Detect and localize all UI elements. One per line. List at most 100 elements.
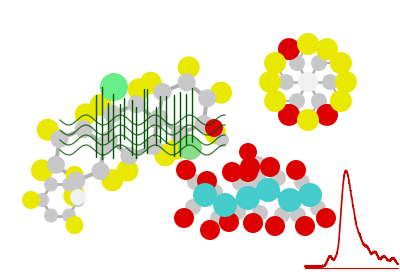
Circle shape [144, 137, 162, 155]
Circle shape [213, 193, 237, 217]
Circle shape [37, 119, 59, 141]
Circle shape [185, 199, 201, 215]
Circle shape [278, 74, 294, 90]
Circle shape [210, 210, 226, 226]
Circle shape [47, 156, 65, 174]
Circle shape [187, 174, 203, 190]
Circle shape [278, 104, 300, 126]
Circle shape [166, 138, 188, 160]
Circle shape [44, 177, 58, 191]
Circle shape [67, 172, 85, 190]
Circle shape [222, 162, 242, 182]
Circle shape [150, 109, 168, 127]
Circle shape [120, 147, 138, 165]
Circle shape [278, 188, 302, 212]
Circle shape [270, 170, 286, 186]
Circle shape [116, 160, 138, 182]
Circle shape [194, 115, 212, 133]
Circle shape [243, 213, 263, 233]
Circle shape [198, 89, 216, 107]
Circle shape [101, 169, 123, 191]
Circle shape [278, 38, 300, 60]
Circle shape [170, 125, 188, 143]
Circle shape [330, 90, 352, 112]
Circle shape [232, 175, 248, 191]
Circle shape [256, 178, 280, 202]
Circle shape [50, 130, 68, 148]
Circle shape [31, 159, 53, 181]
Circle shape [311, 55, 327, 71]
Circle shape [264, 90, 286, 112]
Circle shape [176, 160, 196, 180]
Circle shape [210, 82, 232, 104]
Circle shape [330, 52, 352, 74]
Circle shape [154, 144, 176, 166]
Circle shape [140, 72, 162, 94]
Circle shape [250, 170, 266, 186]
Circle shape [178, 136, 202, 160]
Circle shape [238, 162, 258, 182]
Circle shape [174, 208, 194, 228]
Circle shape [71, 193, 85, 207]
Circle shape [310, 200, 326, 216]
Circle shape [90, 94, 112, 116]
Circle shape [289, 93, 305, 109]
Circle shape [236, 186, 260, 210]
Circle shape [66, 216, 84, 234]
Circle shape [247, 175, 263, 191]
Circle shape [316, 38, 338, 60]
Circle shape [44, 209, 58, 223]
Circle shape [322, 74, 338, 90]
Circle shape [75, 120, 93, 138]
Circle shape [240, 157, 260, 177]
Circle shape [204, 122, 226, 144]
Circle shape [297, 33, 319, 55]
Circle shape [154, 83, 172, 101]
Circle shape [290, 207, 306, 223]
Circle shape [286, 160, 306, 180]
Circle shape [297, 109, 319, 131]
Circle shape [95, 136, 113, 154]
Circle shape [128, 95, 146, 113]
Circle shape [215, 133, 229, 147]
Circle shape [316, 104, 338, 126]
Circle shape [219, 212, 239, 232]
Circle shape [70, 189, 86, 205]
Circle shape [260, 157, 280, 177]
Circle shape [264, 52, 286, 74]
Circle shape [335, 71, 357, 93]
Circle shape [311, 93, 327, 109]
Circle shape [239, 143, 257, 161]
Circle shape [193, 183, 217, 207]
Circle shape [22, 191, 40, 209]
Circle shape [251, 156, 265, 170]
Circle shape [104, 105, 122, 123]
Circle shape [62, 177, 76, 191]
Circle shape [207, 184, 223, 200]
Circle shape [63, 184, 85, 207]
Circle shape [289, 55, 305, 71]
Circle shape [197, 171, 217, 191]
Circle shape [274, 207, 290, 223]
Circle shape [92, 162, 110, 180]
Circle shape [316, 208, 336, 228]
Circle shape [75, 103, 97, 125]
Circle shape [66, 166, 84, 184]
Circle shape [295, 216, 315, 236]
Circle shape [128, 78, 150, 100]
Circle shape [298, 183, 322, 207]
Circle shape [62, 209, 76, 223]
Circle shape [265, 216, 285, 236]
Circle shape [35, 193, 49, 207]
Circle shape [148, 111, 166, 129]
Circle shape [205, 119, 223, 137]
Circle shape [178, 73, 196, 91]
Circle shape [200, 220, 220, 240]
Circle shape [259, 71, 281, 93]
Circle shape [252, 205, 268, 221]
Circle shape [230, 204, 246, 220]
Circle shape [178, 57, 200, 78]
Circle shape [100, 131, 118, 149]
Circle shape [100, 73, 128, 101]
Circle shape [298, 72, 318, 92]
